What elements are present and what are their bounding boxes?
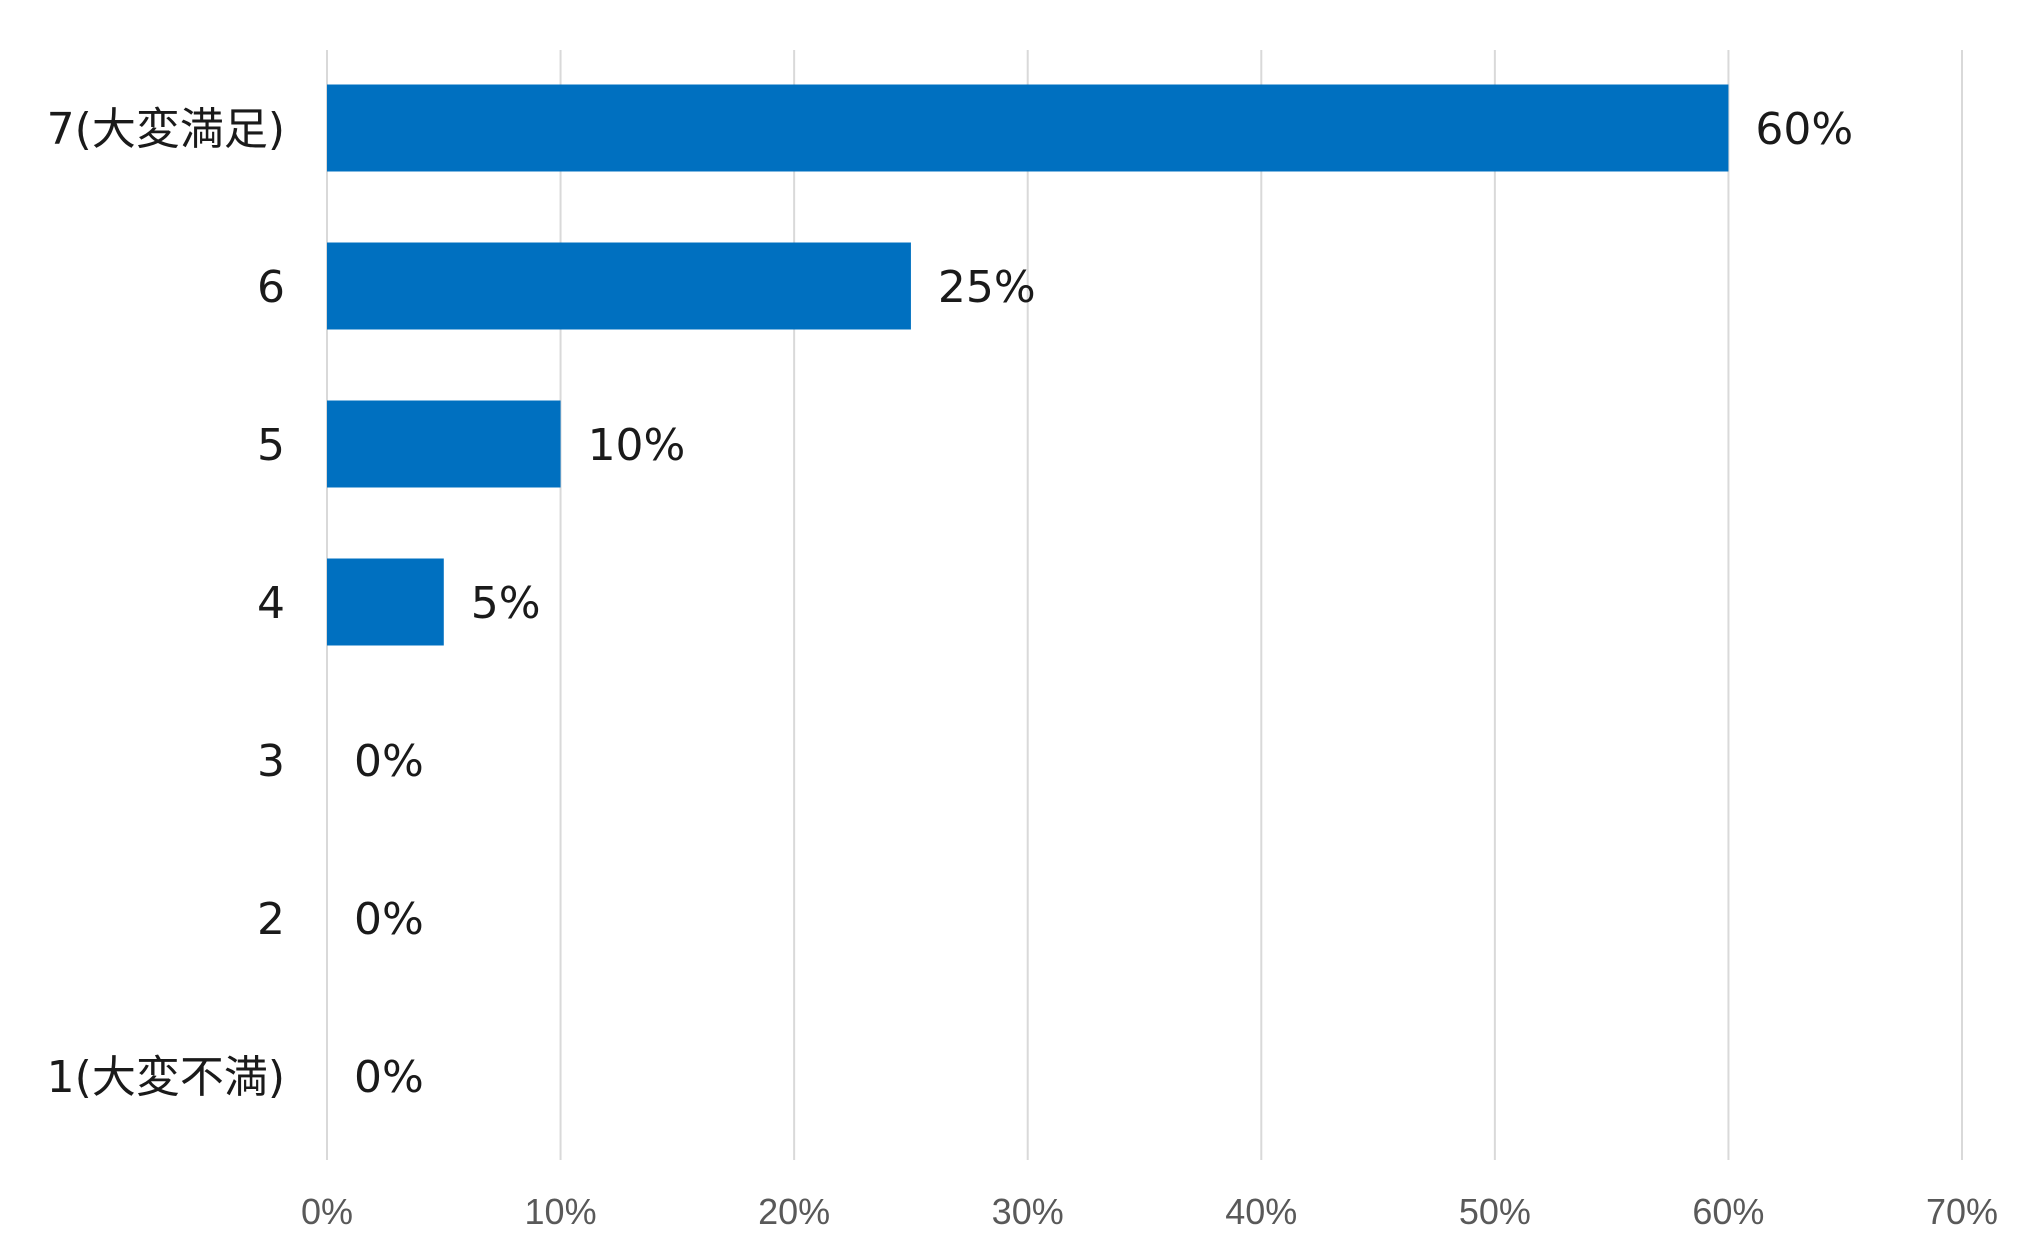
x-tick-label: 40%: [1225, 1191, 1297, 1232]
x-tick-label: 50%: [1459, 1191, 1531, 1232]
bar: [327, 400, 561, 488]
bar: [327, 84, 1729, 172]
value-labels: 60% 25% 10% 5% 0% 0% 0%: [354, 104, 1853, 1103]
data-label: 10%: [588, 420, 686, 471]
category-label: 7(大変満足): [47, 104, 285, 155]
bar: [327, 242, 911, 330]
x-tick-label: 20%: [758, 1191, 830, 1232]
category-label: 2: [257, 894, 285, 945]
category-label: 5: [257, 420, 285, 471]
x-tick-label: 10%: [525, 1191, 597, 1232]
x-tick-label: 70%: [1926, 1191, 1998, 1232]
category-label: 1(大変不満): [47, 1052, 285, 1103]
gridlines: [326, 50, 1963, 1160]
x-tick-label: 60%: [1692, 1191, 1764, 1232]
data-label: 0%: [354, 894, 424, 945]
category-labels: 7(大変満足) 6 5 4 3 2 1(大変不満): [47, 104, 285, 1103]
data-label: 0%: [354, 736, 424, 787]
category-label: 4: [257, 578, 285, 629]
x-tick-label: 0%: [301, 1191, 353, 1232]
data-label: 60%: [1755, 104, 1853, 155]
x-tick-label: 30%: [992, 1191, 1064, 1232]
category-label: 6: [257, 262, 285, 313]
category-label: 3: [257, 736, 285, 787]
x-tick-labels: 0% 10% 20% 30% 40% 50% 60% 70%: [301, 1191, 1998, 1232]
bar: [327, 558, 444, 646]
data-label: 25%: [938, 262, 1036, 313]
data-label: 0%: [354, 1052, 424, 1103]
bars: [327, 84, 1729, 646]
data-label: 5%: [471, 578, 541, 629]
